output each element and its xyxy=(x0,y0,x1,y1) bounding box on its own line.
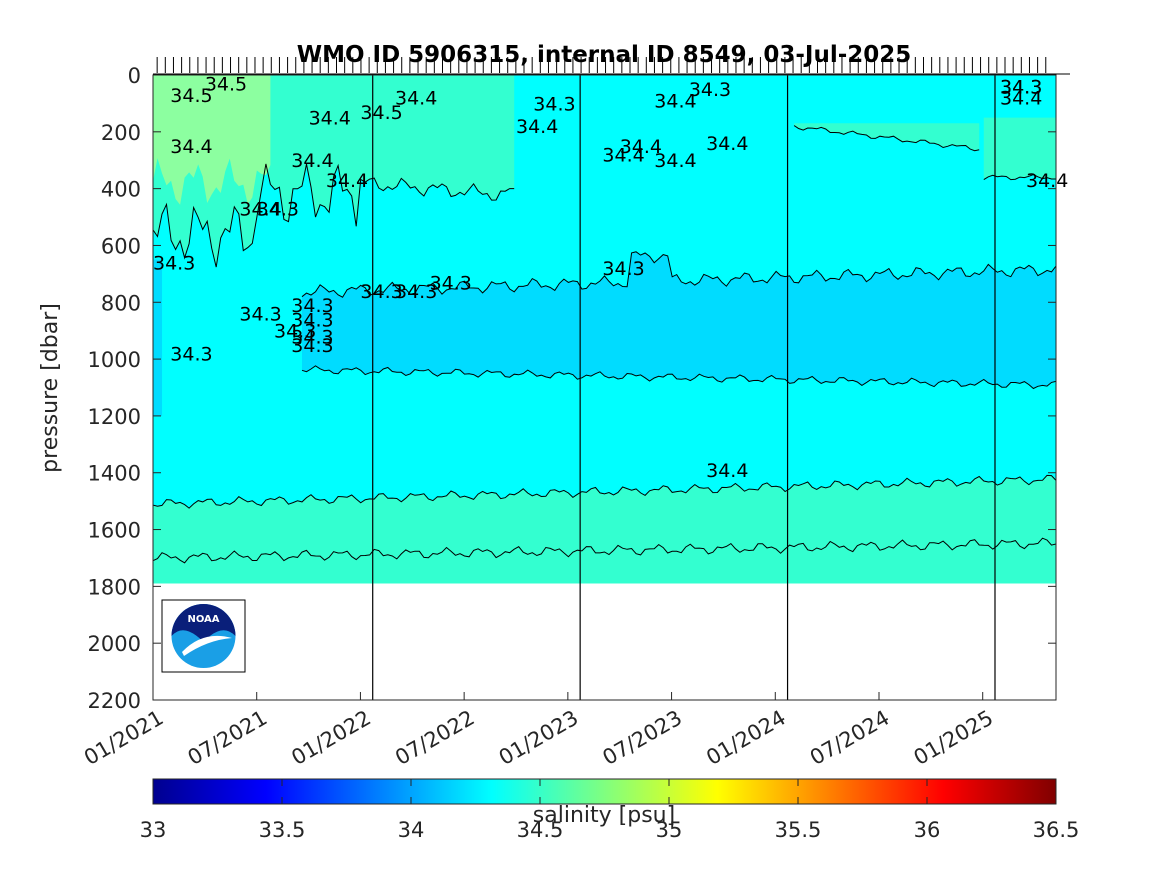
band-34.2-34.3 xyxy=(301,251,1056,389)
x-tick-label-3: 07/2022 xyxy=(391,706,479,770)
y-tick-label-6: 1200 xyxy=(88,405,141,429)
y-tick-label-9: 1800 xyxy=(88,575,141,599)
contour-label-32: 34.3 xyxy=(1000,76,1042,98)
contour-label-18: 34.3 xyxy=(153,253,195,275)
profile-ticks xyxy=(153,57,1070,75)
contour-label-23: 34.3 xyxy=(239,304,281,326)
colorbar-label: salinity [psu] xyxy=(533,803,675,828)
x-tick-label-4: 01/2023 xyxy=(495,706,583,770)
contour-label-21: 34.3 xyxy=(360,281,402,303)
x-tick-label-1: 07/2021 xyxy=(184,706,272,770)
y-tick-label-4: 800 xyxy=(101,291,141,315)
cb-tick-label-7: 36.5 xyxy=(1033,818,1080,842)
contour-label-8: 34.4 xyxy=(239,199,281,221)
x-tick-label-0: 01/2021 xyxy=(80,706,168,770)
contour-label-0: 34.5 xyxy=(205,74,247,96)
contour-mid-bot xyxy=(301,365,1056,390)
x-tick-label-2: 01/2022 xyxy=(287,706,375,770)
y-tick-label-3: 600 xyxy=(101,234,141,258)
x-axis-ticks: 01/2021 07/2021 01/2022 07/2022 01/2023 07/20… xyxy=(80,692,997,770)
x-tick-label-5: 07/2023 xyxy=(599,706,687,770)
contour-label-34: 34.4 xyxy=(1026,170,1068,192)
contour-label-17: 34.4 xyxy=(654,150,696,172)
contour-label-20: 34.3 xyxy=(430,272,472,294)
contour-label-11: 34.4 xyxy=(516,116,558,138)
no-data-region xyxy=(153,583,1056,700)
contour-label-25: 34.3 xyxy=(291,309,333,331)
axes-box xyxy=(152,74,1057,701)
contour-label-10: 34.3 xyxy=(533,93,575,115)
contour-label-5: 34.4 xyxy=(395,88,437,110)
y-axis-ticks: 0 200 400 600 800 1000 1200 1400 1600 1800 2000 220… xyxy=(88,64,1056,713)
contour-label-26: 34.3 xyxy=(274,321,316,343)
year-divider-lines xyxy=(372,75,996,700)
contour-label-3: 34.4 xyxy=(309,108,351,130)
chart-title: WMO ID 5906315, internal ID 8549, 03-Jul… xyxy=(297,42,912,68)
contour-label-24: 34.3 xyxy=(291,295,333,317)
contour-2025 xyxy=(983,173,1056,181)
contour-label-19: 34.3 xyxy=(602,258,644,280)
contour-label-14: 34.4 xyxy=(706,133,748,155)
cb-tick-label-0: 33 xyxy=(140,818,167,842)
contour-label-28: 34.3 xyxy=(291,335,333,357)
cb-tick-label-2: 34 xyxy=(398,818,425,842)
band-deep2 xyxy=(153,538,1056,584)
y-tick-label-11: 2200 xyxy=(88,689,141,713)
x-tick-label-8: 01/2025 xyxy=(910,706,998,770)
contour-label-12: 34.4 xyxy=(654,91,696,113)
y-tick-label-10: 2000 xyxy=(88,632,141,656)
contour-label-33: 34.3 xyxy=(1000,76,1042,98)
y-tick-label-2: 400 xyxy=(101,178,141,202)
cb-tick-label-1: 33.5 xyxy=(259,818,306,842)
plot-area xyxy=(153,75,1056,700)
contour-deep2 xyxy=(153,537,1056,564)
contour-label-22: 34.3 xyxy=(395,281,437,303)
colorbar xyxy=(152,778,1057,805)
contour-label-30: 34.4 xyxy=(706,460,748,482)
contour-label-29: 34.3 xyxy=(170,343,212,365)
contour-lines xyxy=(153,125,1056,564)
contour-deep1 xyxy=(153,474,1056,509)
contour-label-15: 34.4 xyxy=(620,136,662,158)
band-upper-34.5 xyxy=(153,75,271,205)
colorbar-ticks: 33 33.5 34 34.5 35 35.5 36 36.5 xyxy=(140,779,1080,842)
y-tick-label-7: 1400 xyxy=(88,462,141,486)
y-tick-label-8: 1600 xyxy=(88,519,141,543)
salinity-field xyxy=(153,75,1056,700)
contour-label-16: 34.4 xyxy=(602,145,644,167)
contour-label-9: 34.3 xyxy=(257,199,299,221)
contour-label-1: 34.5 xyxy=(170,85,212,107)
contour-label-13: 34.3 xyxy=(689,79,731,101)
cb-tick-label-3: 34.5 xyxy=(517,818,564,842)
y-axis-label: pressure [dbar] xyxy=(38,303,63,473)
contour-label-6: 34.4 xyxy=(291,150,333,172)
contour-label-27: 34.3 xyxy=(291,326,333,348)
contour-label-31: 34.4 xyxy=(1000,88,1042,110)
band-2025 xyxy=(983,117,1056,180)
contour-label-2: 34.4 xyxy=(170,136,212,158)
contour-mid-top xyxy=(301,251,1056,298)
x-tick-label-7: 07/2024 xyxy=(806,706,894,770)
contour-labels: 34.534.534.434.4 34.534.434.434.434.434.3… xyxy=(153,74,1068,482)
cb-tick-label-6: 36 xyxy=(914,818,941,842)
y-tick-label-5: 1000 xyxy=(88,348,141,372)
y-tick-label-0: 0 xyxy=(128,64,141,88)
contour-label-7: 34.4 xyxy=(326,170,368,192)
contour-upper xyxy=(153,163,515,268)
band-edge-fresh xyxy=(153,259,163,416)
y-tick-label-1: 200 xyxy=(101,121,141,145)
cb-tick-label-4: 35 xyxy=(656,818,683,842)
noaa-logo: NOAA xyxy=(161,599,246,673)
contour-label-4: 34.5 xyxy=(360,102,402,124)
contour-2024 xyxy=(793,125,980,152)
x-tick-label-6: 01/2024 xyxy=(702,706,790,770)
cb-tick-label-5: 35.5 xyxy=(775,818,822,842)
svg-text:NOAA: NOAA xyxy=(187,614,219,625)
